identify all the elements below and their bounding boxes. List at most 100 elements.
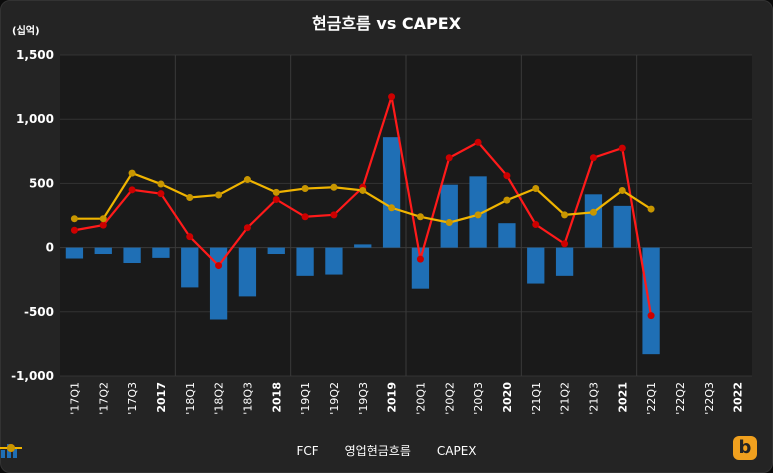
fcf-bar	[238, 247, 257, 297]
x-tick-label: '18Q1	[184, 382, 197, 415]
operating-cashflow-point	[503, 172, 511, 180]
capex-point	[243, 176, 251, 184]
capex-point	[618, 186, 626, 194]
x-tick-label: '20Q1	[414, 382, 427, 415]
x-tick-label: '19Q3	[357, 382, 370, 415]
fcf-bar	[498, 223, 516, 248]
x-tick-label: 2018	[270, 382, 283, 413]
x-tick-label: '20Q3	[472, 382, 485, 415]
operating-cashflow-point	[70, 226, 78, 234]
capex-point	[532, 185, 540, 193]
y-tick-label: 0	[46, 241, 54, 255]
unit-label: (십억)	[12, 26, 40, 37]
fcf-bar	[382, 137, 401, 248]
capex-point	[561, 211, 569, 219]
x-tick-label: '22Q2	[674, 382, 687, 415]
legend: FCF 영업현금흐름 CAPEX	[0, 442, 773, 459]
capex-point	[330, 183, 338, 191]
y-tick-label: 1,000	[16, 112, 54, 126]
y-tick-label: 1,500	[16, 48, 54, 62]
legend-item-capex[interactable]: CAPEX	[0, 442, 477, 459]
operating-cashflow-point	[330, 211, 338, 219]
x-tick-label: '19Q1	[299, 382, 312, 415]
chart-title: 현금흐름 vs CAPEX	[311, 14, 462, 33]
x-tick-label: 2022	[732, 382, 745, 413]
capex-point	[503, 196, 511, 204]
operating-cashflow-point	[99, 221, 107, 229]
brand-logo: b	[733, 436, 757, 460]
operating-cashflow-point	[589, 154, 597, 162]
x-tick-label: '17Q1	[68, 382, 81, 415]
x-tick-label: '18Q3	[241, 382, 254, 415]
operating-cashflow-point	[647, 312, 655, 320]
fcf-bar	[152, 247, 170, 258]
x-tick-label: '21Q2	[559, 382, 572, 415]
operating-cashflow-point	[243, 224, 251, 232]
capex-point	[215, 191, 223, 199]
operating-cashflow-point	[301, 213, 309, 221]
fcf-bar	[325, 247, 343, 275]
capex-point	[388, 204, 396, 212]
capex-point	[474, 211, 482, 219]
fcf-bar	[440, 184, 458, 248]
x-tick-label: '17Q3	[126, 382, 139, 415]
legend-label-operating-cashflow: 영업현금흐름	[344, 444, 411, 458]
capex-point	[416, 213, 424, 221]
operating-cashflow-point	[561, 240, 569, 248]
operating-cashflow-point	[215, 262, 223, 270]
y-tick-label: -500	[24, 305, 54, 319]
x-tick-label: '18Q2	[213, 382, 226, 415]
x-tick-label: 2021	[616, 382, 629, 413]
x-tick-label: '22Q1	[645, 382, 658, 415]
capex-point	[157, 180, 165, 188]
x-tick-label: 2019	[386, 382, 399, 413]
capex-point	[301, 185, 309, 193]
legend-label-capex: CAPEX	[436, 443, 477, 458]
operating-cashflow-point	[532, 220, 540, 228]
fcf-bar	[584, 194, 603, 248]
legend-label-fcf: FCF	[296, 443, 319, 458]
fcf-bar	[296, 247, 314, 276]
fcf-bar	[642, 247, 660, 355]
fcf-bar	[267, 247, 285, 255]
legend-item-operating-cashflow[interactable]: 영업현금흐름	[0, 442, 411, 459]
capex-point	[359, 186, 367, 194]
x-tick-label: '21Q1	[530, 382, 543, 415]
operating-cashflow-point	[416, 255, 424, 263]
fcf-bar	[181, 247, 199, 288]
fcf-bar	[613, 205, 631, 248]
x-tick-label: '22Q3	[703, 382, 716, 415]
capex-point	[589, 208, 597, 216]
capex-point	[99, 215, 107, 223]
operating-cashflow-point	[186, 233, 194, 241]
operating-cashflow-point	[272, 195, 280, 203]
fcf-bar	[123, 247, 141, 264]
capex-point	[70, 215, 78, 223]
x-tick-label: '17Q2	[97, 382, 110, 415]
fcf-bar	[94, 247, 112, 255]
y-tick-label: 500	[29, 176, 54, 190]
operating-cashflow-point	[618, 144, 626, 152]
operating-cashflow-point	[128, 186, 136, 194]
capex-point	[128, 169, 136, 177]
x-tick-label: '20Q2	[443, 382, 456, 415]
capex-point	[272, 188, 280, 196]
yellow-line-legend-icon	[0, 444, 22, 452]
legend-item-fcf[interactable]: FCF	[1, 442, 319, 459]
operating-cashflow-point	[474, 138, 482, 146]
operating-cashflow-point	[445, 154, 453, 162]
y-tick-label: -1,000	[11, 369, 54, 383]
fcf-bar	[65, 247, 84, 259]
fcf-bar	[354, 244, 372, 248]
x-tick-label: 2017	[155, 382, 168, 413]
capex-point	[445, 219, 453, 227]
x-tick-label: '19Q2	[328, 382, 341, 415]
x-tick-label: '21Q3	[587, 382, 600, 415]
fcf-bar	[209, 247, 228, 320]
fcf-bar	[555, 247, 574, 276]
fcf-bar	[527, 247, 545, 284]
x-tick-label: 2020	[501, 382, 514, 413]
capex-point	[186, 194, 194, 202]
operating-cashflow-point	[157, 190, 165, 198]
